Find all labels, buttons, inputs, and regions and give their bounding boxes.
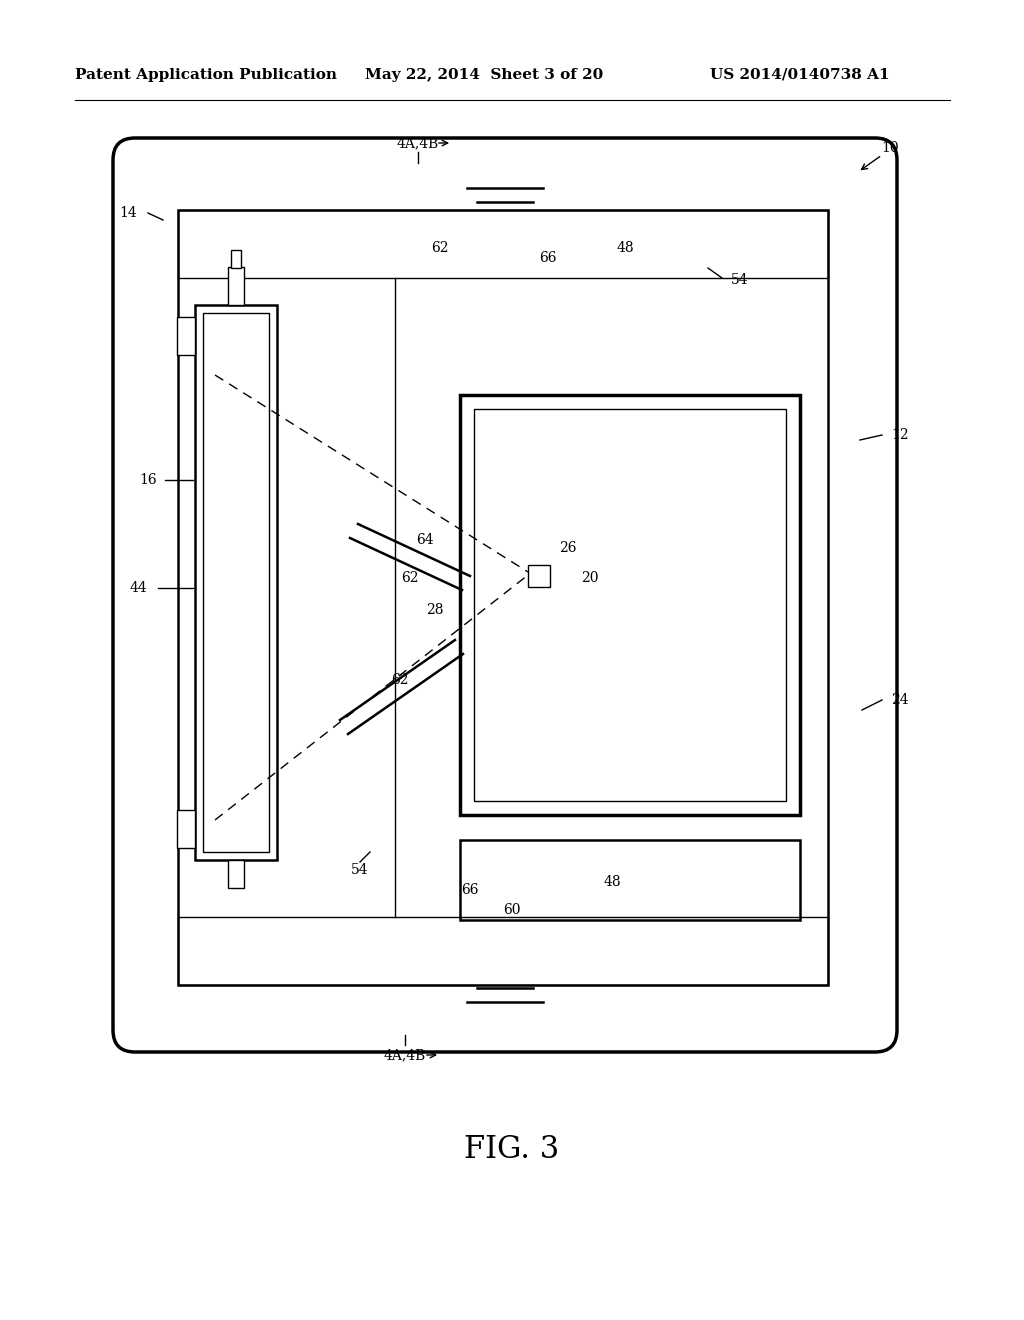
Text: 28: 28 [426,603,443,616]
Text: 48: 48 [603,875,621,888]
Text: 54: 54 [351,863,369,876]
Bar [178,210,828,985]
Text: 20: 20 [582,572,599,585]
Text: 44: 44 [129,581,146,595]
Text: 64: 64 [416,533,434,546]
Bar [460,395,800,814]
Text: May 22, 2014  Sheet 3 of 20: May 22, 2014 Sheet 3 of 20 [365,69,603,82]
Text: 54: 54 [731,273,749,286]
Text: 60: 60 [503,903,521,917]
Bar [474,409,786,801]
Text: 66: 66 [461,883,479,898]
Text: 10: 10 [882,141,899,154]
Text: 12: 12 [891,428,909,442]
Bar [178,210,828,279]
Bar [177,317,195,355]
Bar [228,267,244,305]
Text: 62: 62 [391,673,409,686]
FancyBboxPatch shape [113,139,897,1052]
Text: 66: 66 [540,251,557,265]
Text: 26: 26 [559,541,577,554]
Text: 14: 14 [119,206,137,220]
Text: FIG. 3: FIG. 3 [464,1134,560,1166]
Text: 4A,4B: 4A,4B [384,1048,426,1063]
Text: 48: 48 [616,242,634,255]
Bar [178,917,828,985]
Bar [228,861,244,888]
Bar [177,810,195,847]
Bar [528,565,550,587]
Text: 62: 62 [431,242,449,255]
Bar [460,840,800,920]
Text: 62: 62 [401,572,419,585]
Text: 16: 16 [139,473,157,487]
Bar [231,249,241,268]
Text: Patent Application Publication: Patent Application Publication [75,69,337,82]
Text: 24: 24 [891,693,909,708]
Bar [203,313,269,851]
Text: 4A,4B: 4A,4B [397,136,439,150]
Text: US 2014/0140738 A1: US 2014/0140738 A1 [710,69,890,82]
Bar [195,305,278,861]
